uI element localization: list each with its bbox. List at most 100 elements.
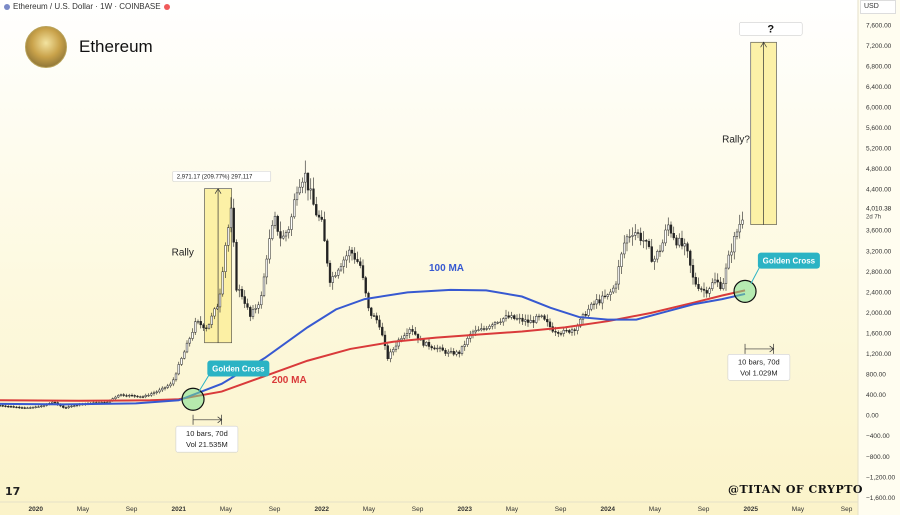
golden-cross-callout [757, 252, 820, 269]
candle-body [471, 331, 475, 335]
candle-body [719, 281, 722, 289]
golden-cross-circle [733, 279, 757, 303]
candle-body [427, 341, 431, 347]
candle-body [372, 315, 376, 317]
candle-body [260, 295, 263, 306]
candle-body [628, 236, 631, 238]
candle-body [562, 330, 565, 334]
golden-cross-label: Golden Cross [212, 364, 265, 373]
candle-body [40, 405, 43, 408]
candle-body [218, 293, 222, 308]
candle-body [282, 235, 285, 239]
candle-body [122, 394, 125, 396]
candle-body [53, 401, 57, 404]
candle-body [702, 288, 706, 291]
candle-body [353, 252, 356, 260]
candle-body [636, 232, 640, 234]
candle-body [323, 219, 326, 242]
candle-body [631, 235, 634, 237]
candle-body [570, 329, 574, 333]
brand: Ethereum [25, 26, 153, 68]
candle-body [64, 407, 68, 409]
candle-body [243, 296, 246, 304]
x-tick-label: May [792, 506, 805, 513]
candle-body [554, 331, 557, 333]
ethereum-icon [4, 3, 10, 10]
live-indicator-icon [163, 3, 170, 10]
candle-body [191, 332, 194, 339]
candle-body [359, 261, 362, 266]
candle-body [304, 172, 307, 183]
candle-body [183, 351, 186, 359]
candle-body [213, 308, 216, 317]
tradingview-logo[interactable]: 17 [5, 485, 21, 498]
candle-body [0, 405, 2, 407]
candle-body [51, 401, 54, 404]
x-tick-label: Sep [269, 506, 281, 513]
candle-body [334, 275, 337, 277]
candle-body [609, 291, 612, 295]
candle-body [466, 338, 469, 345]
candle-body [496, 322, 499, 324]
candle-body [317, 214, 321, 218]
candle-body [199, 321, 202, 326]
currency-selector[interactable]: USD [860, 0, 896, 14]
candle-body [169, 383, 172, 387]
candle-body [639, 232, 642, 241]
candle-body [705, 290, 708, 294]
candle-body [34, 406, 37, 408]
y-tick-label: 7,200.00 [866, 43, 892, 50]
candle-body [438, 347, 442, 349]
candle-body [664, 229, 667, 244]
candle-body [722, 283, 725, 289]
x-tick-label: 2022 [315, 506, 330, 513]
ma200-line [0, 289, 746, 402]
candle-body [526, 319, 530, 323]
candle-body [295, 192, 299, 201]
candle-body [139, 396, 142, 398]
candle-body [188, 338, 191, 344]
candle-body [733, 236, 736, 253]
y-tick-label: 6,400.00 [866, 84, 892, 91]
rally-label: Rally [172, 247, 194, 258]
y-tick-label: 5,600.00 [866, 125, 892, 132]
candle-body [724, 267, 728, 284]
candle-body [480, 328, 483, 331]
candle-body [548, 321, 552, 327]
candle-body [425, 341, 428, 346]
candle-body [370, 307, 373, 316]
range-info-box [175, 425, 239, 453]
y-tick-label: 2,400.00 [866, 289, 892, 296]
candle-body [559, 333, 563, 335]
candle-body [672, 233, 675, 239]
golden-cross-pointer [198, 374, 210, 392]
candle-body [4, 405, 7, 407]
current-price-label: 4,010.38 [866, 206, 892, 213]
candle-body [130, 394, 134, 397]
candle-body [499, 321, 502, 324]
candle-body [656, 251, 659, 260]
candle-body [683, 243, 686, 247]
candle-body [474, 329, 477, 333]
candle-body [147, 394, 150, 397]
candle-body [29, 407, 32, 409]
candle-body [12, 406, 15, 408]
x-tick-label: Sep [555, 506, 567, 513]
candle-body [117, 395, 120, 398]
y-tick-label: 6,000.00 [866, 104, 892, 111]
watermark: @TITAN OF CRYPTO [728, 483, 864, 496]
x-tick-label: 2024 [601, 506, 616, 513]
y-tick-label: 3,600.00 [866, 228, 892, 235]
candle-body [235, 241, 238, 291]
candle-body [262, 276, 266, 296]
candle-body [601, 295, 604, 304]
candle-body [532, 320, 535, 323]
candle-body [9, 406, 13, 408]
candle-body [42, 405, 46, 407]
candle-body [565, 330, 568, 332]
candle-body [573, 329, 576, 331]
candle-body [485, 328, 488, 330]
candle-body [458, 351, 461, 354]
y-tick-label: 400.00 [866, 392, 886, 399]
